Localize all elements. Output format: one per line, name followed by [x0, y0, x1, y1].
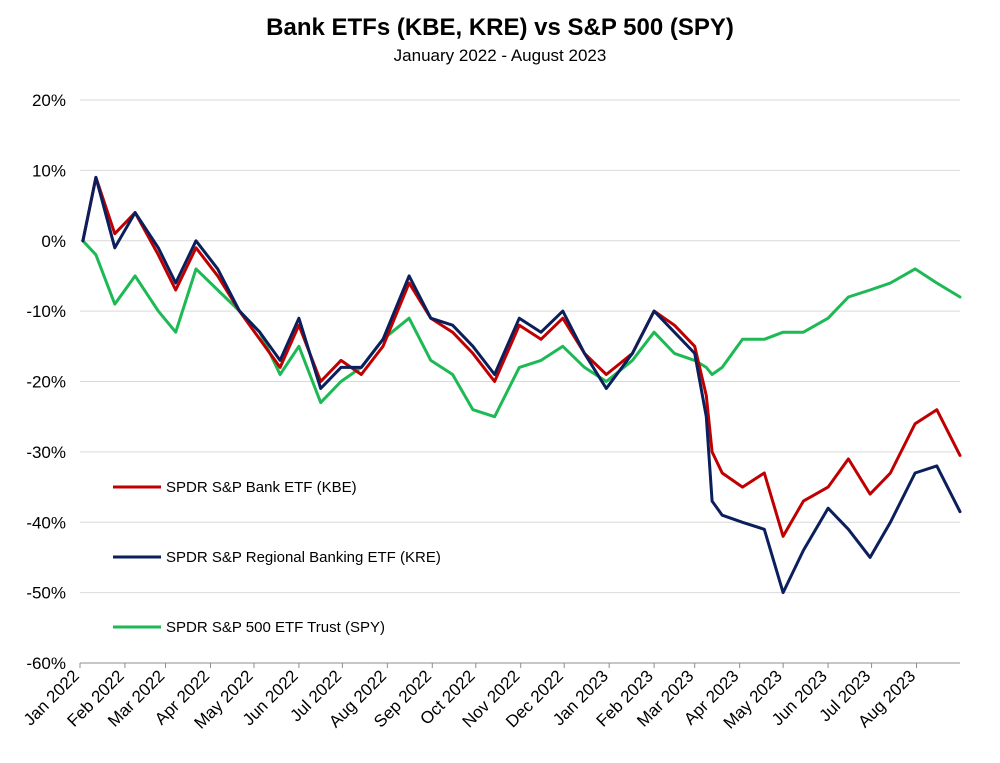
y-tick-label: 0%	[41, 232, 66, 251]
y-tick-label: 10%	[32, 161, 66, 180]
legend-label: SPDR S&P Regional Banking ETF (KRE)	[166, 549, 441, 566]
y-tick-label: -30%	[26, 443, 66, 462]
chart-title: Bank ETFs (KBE, KRE) vs S&P 500 (SPY)	[266, 14, 734, 41]
y-tick-label: -10%	[26, 302, 66, 321]
y-axis-ticks: 20% 10% 0% -10% -20% -30% -40% -50% -60%	[26, 91, 66, 673]
gridlines	[80, 99, 960, 664]
series-line	[81, 239, 962, 419]
chart-subtitle: January 2022 - August 2023	[393, 46, 607, 65]
y-tick-label: -40%	[26, 513, 66, 532]
legend: SPDR S&P Bank ETF (KBE) SPDR S&P Regional…	[113, 479, 441, 636]
series-lines	[81, 175, 962, 595]
series-line	[81, 175, 962, 538]
y-tick-label: -20%	[26, 373, 66, 392]
legend-label: SPDR S&P 500 ETF Trust (SPY)	[166, 619, 385, 636]
y-tick-label: 20%	[32, 91, 66, 110]
y-tick-label: -50%	[26, 584, 66, 603]
series-line	[81, 175, 962, 595]
y-tick-label: -60%	[26, 654, 66, 673]
legend-label: SPDR S&P Bank ETF (KBE)	[166, 479, 357, 496]
